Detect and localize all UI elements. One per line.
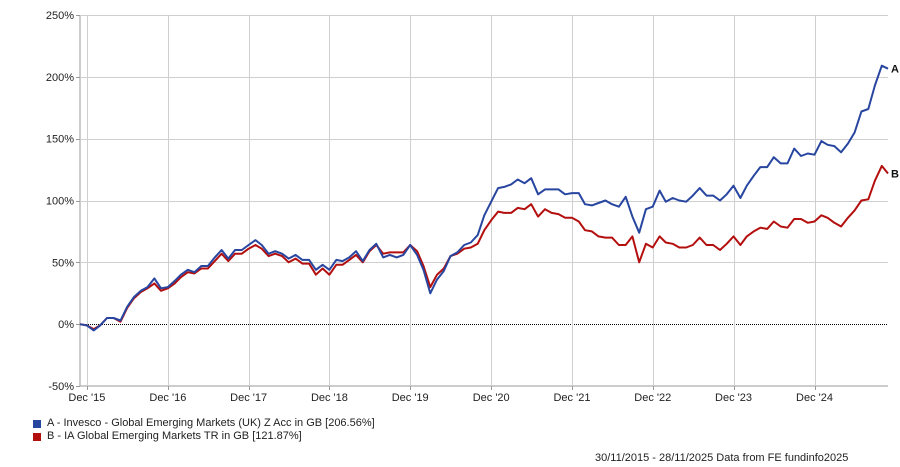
x-tick-label: Dec '16 <box>149 392 186 404</box>
x-tick-label: Dec '18 <box>311 392 348 404</box>
y-axis: -50% 0% 50% 100% 150% 200% 250% <box>46 10 80 393</box>
legend: A - Invesco - Global Emerging Markets (U… <box>33 417 375 443</box>
x-tick-label: Dec '15 <box>68 392 105 404</box>
series-end-labels: AB <box>891 64 899 181</box>
series-end-label-b: B <box>891 168 899 180</box>
legend-swatch-a <box>33 419 41 428</box>
y-tick-label: 150% <box>46 134 74 146</box>
series-line-a <box>79 64 889 332</box>
footer-date-range: 30/11/2015 - 28/11/2025 Data from FE fun… <box>595 452 849 464</box>
legend-item-a: A - Invesco - Global Emerging Markets (U… <box>33 417 375 430</box>
gridlines <box>79 15 888 387</box>
x-tick-label: Dec '23 <box>715 392 752 404</box>
y-tick-label: -50% <box>48 381 74 393</box>
x-axis: Dec '15 Dec '16 Dec '17 Dec '18 Dec '19 Dec '… <box>68 386 833 404</box>
y-tick-label: 100% <box>46 196 74 208</box>
legend-label-b: B - IA Global Emerging Markets TR in GB … <box>47 430 302 442</box>
y-tick-label: 0% <box>58 319 74 331</box>
performance-line-chart: -50% 0% 50% 100% 150% 200% 250% Dec '15 Dec '16… <box>46 10 899 404</box>
series-line-b <box>79 164 889 331</box>
y-tick-label: 50% <box>52 257 74 269</box>
x-tick-label: Dec '17 <box>230 392 267 404</box>
x-tick-label: Dec '21 <box>553 392 590 404</box>
x-tick-label: Dec '22 <box>634 392 671 404</box>
x-tick-label: Dec '19 <box>392 392 429 404</box>
legend-label-a: A - Invesco - Global Emerging Markets (U… <box>47 417 375 429</box>
x-tick-label: Dec '24 <box>796 392 833 404</box>
series-lines <box>79 64 889 332</box>
legend-item-b: B - IA Global Emerging Markets TR in GB … <box>33 430 375 443</box>
y-tick-label: 200% <box>46 72 74 84</box>
y-tick-label: 250% <box>46 10 74 22</box>
series-end-label-a: A <box>891 64 899 76</box>
legend-swatch-b <box>33 432 41 441</box>
x-tick-label: Dec '20 <box>473 392 510 404</box>
